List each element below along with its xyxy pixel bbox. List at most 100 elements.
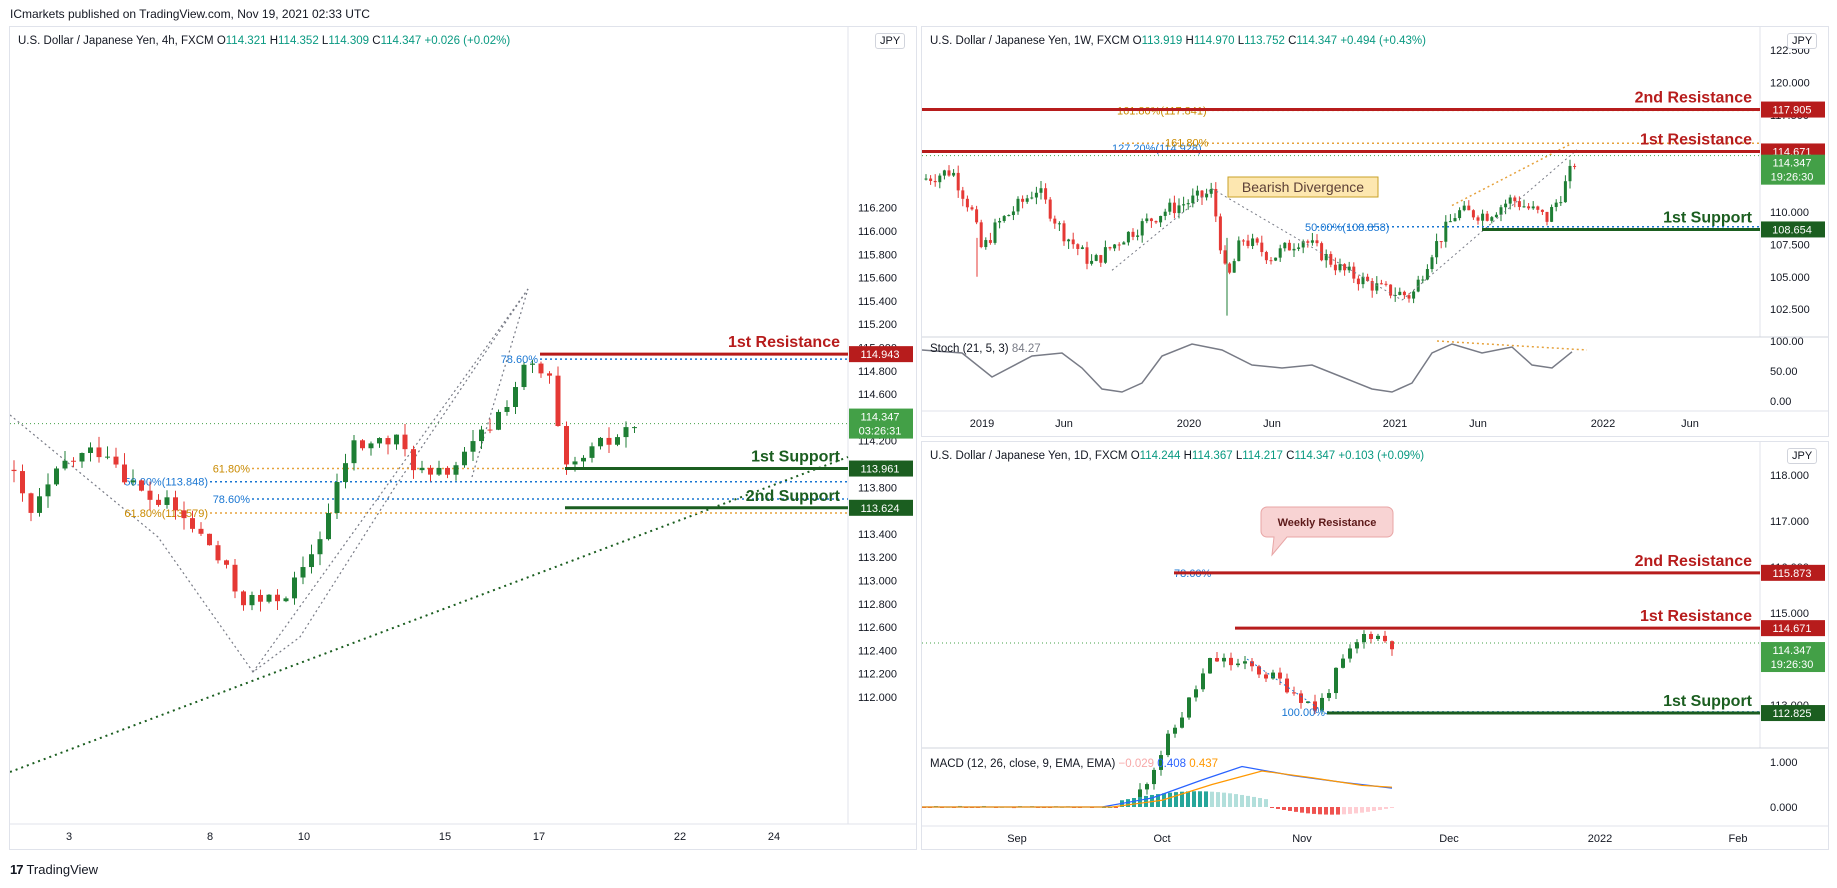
current-price-value: 114.347	[861, 412, 900, 424]
candle-body	[947, 170, 951, 176]
candle-body	[1347, 266, 1351, 271]
candle-body	[1343, 264, 1347, 271]
candle-body	[504, 406, 510, 412]
candle-body	[1172, 202, 1176, 214]
current-price-value: 114.347	[1773, 645, 1812, 657]
chart-1d-canvas[interactable]: 118.000117.000116.000115.000114.000113.0…	[922, 442, 1828, 849]
candle-body	[122, 464, 127, 483]
macd-histogram-bar	[1288, 807, 1292, 811]
candle-body	[924, 178, 928, 180]
chart-panel-1d[interactable]: 118.000117.000116.000115.000114.000113.0…	[921, 441, 1829, 850]
resistance-1-price-tag	[849, 346, 913, 363]
support-1-price-value: 108.654	[1772, 224, 1812, 236]
resistance-2-label: 2nd Resistance	[1635, 553, 1752, 570]
macd-histogram-bar	[1132, 798, 1136, 807]
candle-body	[1531, 206, 1535, 209]
candle-body	[1154, 221, 1158, 223]
candle-body	[360, 440, 365, 449]
candle-body	[207, 533, 212, 546]
candle-body	[1540, 209, 1544, 212]
candle-body	[283, 598, 289, 602]
candle-body	[1563, 181, 1567, 203]
candle-body	[1355, 642, 1359, 649]
candle-body	[1499, 207, 1503, 215]
candle-body	[1085, 247, 1089, 264]
current-price-value: 114.347	[1773, 158, 1812, 170]
candle-body	[1191, 195, 1195, 204]
price-tick-label: 115.200	[858, 319, 897, 331]
price-tick-label: 112.000	[858, 692, 897, 704]
chart-1w-canvas[interactable]: 122.500120.000117.500115.000112.500110.0…	[922, 27, 1828, 436]
candle-body	[1425, 269, 1429, 280]
chart-panel-1w[interactable]: 122.500120.000117.500115.000112.500110.0…	[921, 26, 1829, 437]
chart-panel-4h[interactable]: 116.200 116.000 115.800 115.600 115.400 115.2…	[9, 26, 917, 850]
macd-legend: MACD (12, 26, close, 9, EMA, EMA) −0.029…	[930, 758, 1219, 770]
current-price-tag	[1761, 154, 1825, 185]
candle-body	[1264, 674, 1268, 679]
resistance-2-price-value: 115.873	[1773, 568, 1812, 580]
price-tick-label: 112.200	[858, 669, 897, 681]
candle-body	[130, 480, 136, 483]
candle-body	[1297, 247, 1301, 249]
candle-body	[351, 440, 357, 464]
candle-body	[1494, 214, 1498, 218]
candle-body	[1039, 188, 1043, 193]
tradingview-footer: 17 TradingView	[10, 862, 98, 877]
time-tick-label: Sep	[1007, 833, 1027, 845]
time-tick-label: 2019	[970, 418, 994, 430]
candle-body	[1131, 231, 1135, 237]
candle-body	[1145, 218, 1149, 222]
macd-histogram-bar	[1240, 794, 1244, 807]
candle-body	[1002, 216, 1006, 221]
candle-body	[1376, 635, 1380, 640]
current-countdown: 19:26:30	[1771, 172, 1814, 184]
candle-body	[1057, 223, 1061, 225]
candle-body	[266, 594, 272, 602]
price-tick-label: 112.400	[858, 645, 897, 657]
candle-body	[1241, 240, 1245, 242]
currency-button-1w[interactable]: JPY	[1787, 33, 1818, 49]
macd-histogram-bar	[1264, 799, 1268, 807]
close-value: 114.347	[1296, 35, 1338, 47]
candle-body	[1299, 693, 1303, 703]
current-price-tag	[1761, 642, 1825, 673]
candle-body	[1044, 188, 1048, 200]
macd-histogram-bar	[1348, 807, 1352, 814]
candle-body	[1389, 284, 1393, 296]
candle-body	[1333, 264, 1337, 271]
fib-label: 61.80%(113.579)	[124, 508, 208, 520]
candle-body	[1481, 213, 1485, 221]
candle-body	[1513, 197, 1517, 202]
change-value: +0.026 (+0.02%)	[424, 35, 511, 47]
stoch-tick-label: 100.00	[1770, 336, 1804, 348]
price-tick-label: 113.400	[858, 529, 897, 541]
macd-histogram-bar	[1114, 807, 1118, 808]
candle-body	[970, 207, 974, 210]
open-value: 113.919	[1141, 35, 1183, 47]
candle-body	[1182, 204, 1186, 206]
macd-histogram-bar	[1138, 796, 1142, 807]
low-value: 114.217	[1242, 450, 1283, 462]
candle-body	[1090, 260, 1094, 264]
candle-body	[11, 469, 17, 472]
candle-body	[555, 375, 561, 427]
currency-button-1d[interactable]: JPY	[1787, 448, 1818, 464]
candle-body	[1076, 244, 1080, 249]
candle-body	[1186, 203, 1190, 205]
candle-body	[1329, 254, 1333, 265]
candle-body	[54, 468, 59, 485]
candle-body	[1430, 257, 1434, 270]
macd-histogram-bar	[1306, 807, 1310, 814]
currency-button-4h[interactable]: JPY	[875, 33, 906, 49]
candle-body	[113, 456, 119, 465]
candle-body	[1223, 250, 1227, 264]
macd-histogram-bar	[1360, 807, 1364, 813]
chart-4h-canvas[interactable]: 116.200 116.000 115.800 115.600 115.400 115.2…	[10, 27, 916, 849]
candle-body	[1062, 223, 1066, 242]
candle-body	[1214, 188, 1218, 217]
candle-body	[45, 484, 51, 497]
candle-body	[368, 443, 374, 449]
candle-body	[1292, 248, 1296, 251]
candle-body	[241, 591, 246, 606]
macd-histogram-bar	[1192, 791, 1196, 807]
